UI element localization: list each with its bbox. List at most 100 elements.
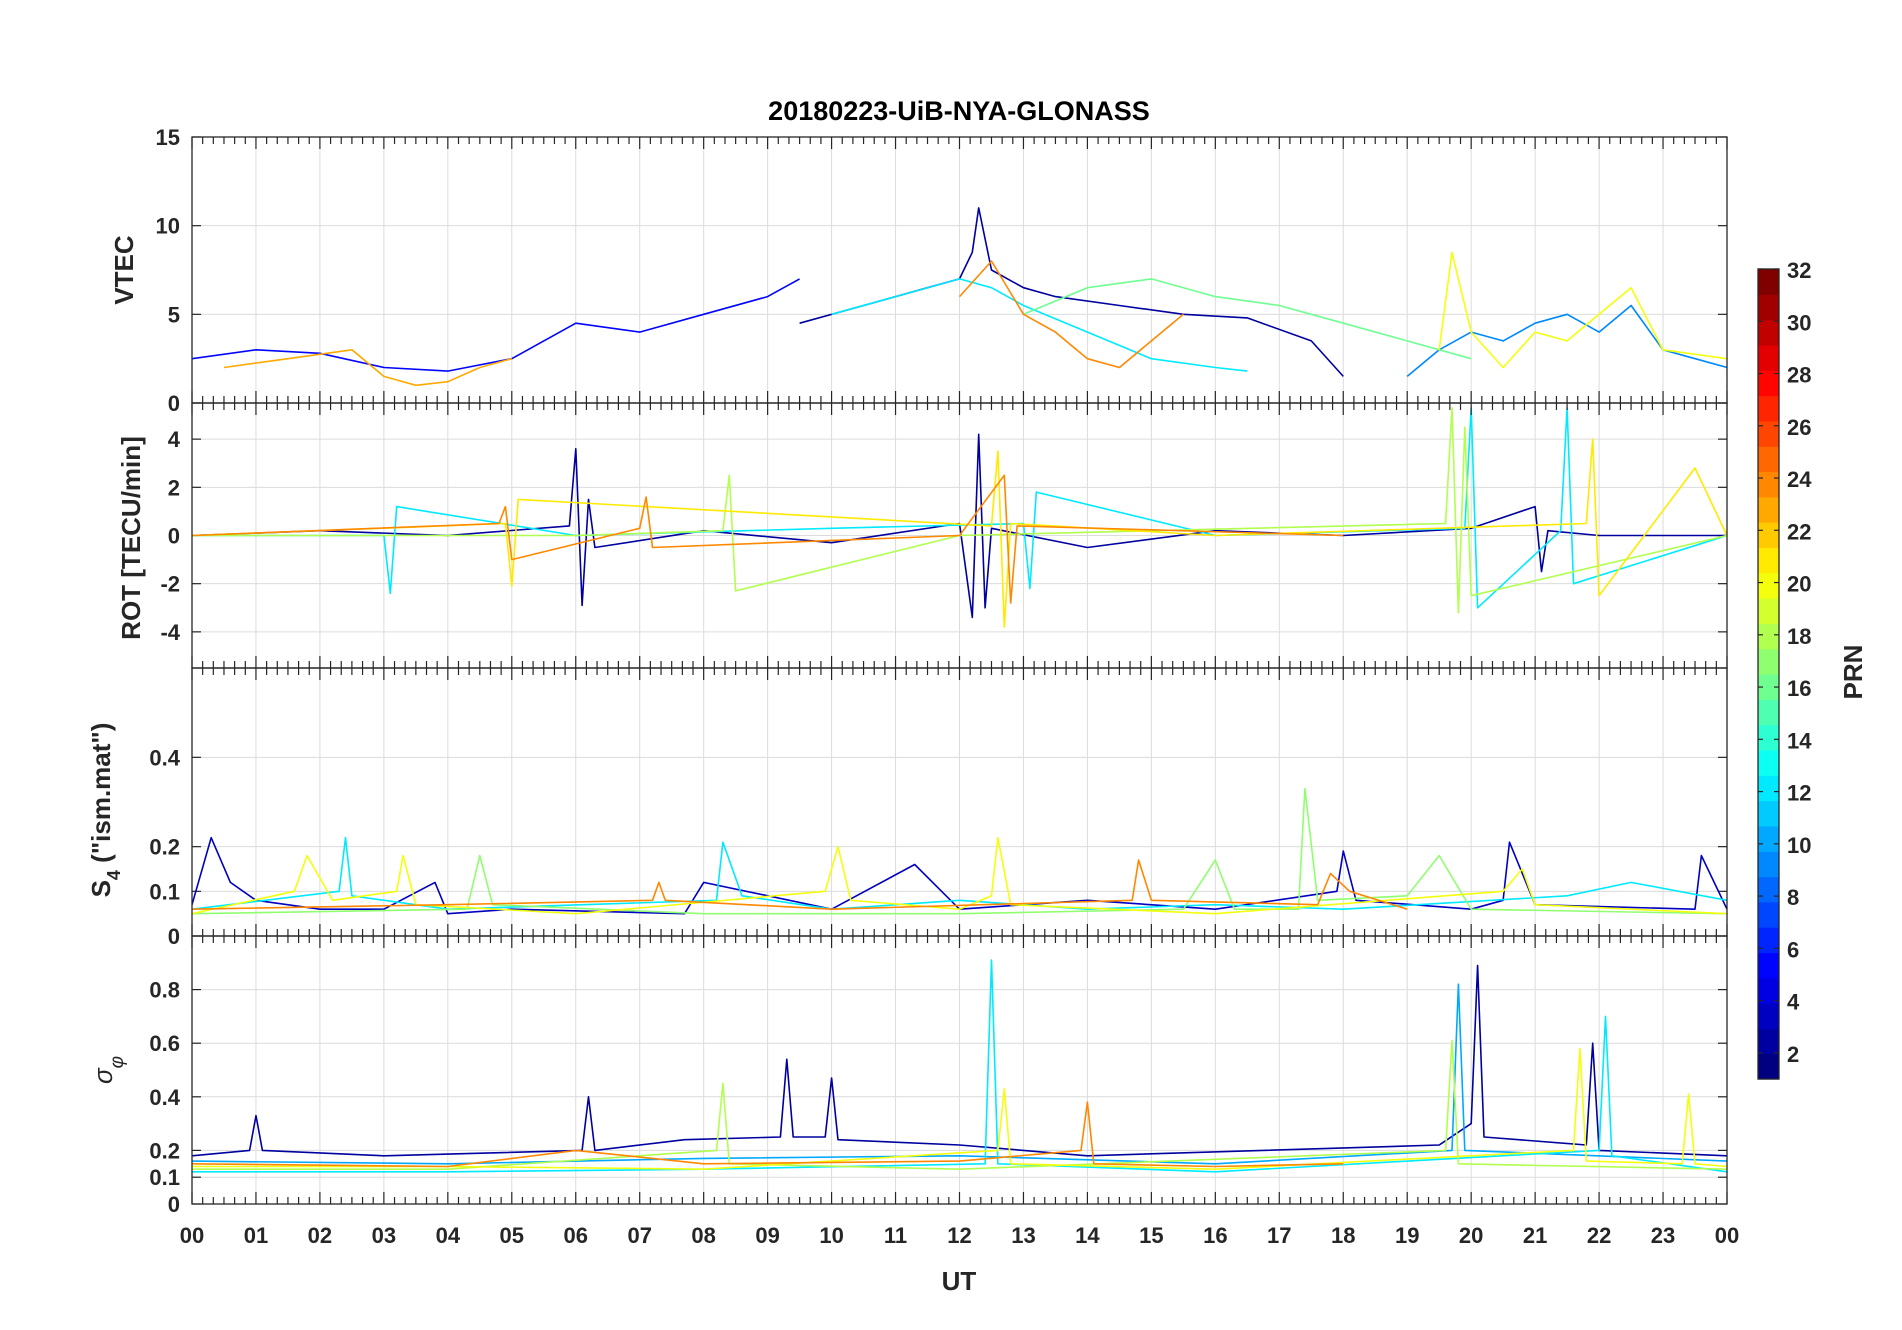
series-prn-5	[192, 278, 800, 372]
x-tick-label: 16	[1203, 1223, 1227, 1248]
colorbar-label: PRN	[1838, 645, 1868, 700]
rot-panel: -4 -2 0 2 4	[160, 402, 1728, 669]
y-tick-label: 2	[168, 475, 180, 500]
x-tick-label: 15	[1139, 1223, 1163, 1248]
chart-title: 20180223-UiB-NYA-GLONASS	[768, 96, 1150, 126]
colorbar-tick-label: 32	[1787, 258, 1811, 283]
colorbar-segment	[1758, 724, 1779, 751]
y-tick-label: 0.2	[149, 1138, 180, 1163]
colorbar-segment	[1758, 547, 1779, 574]
colorbar-segment	[1758, 446, 1779, 473]
traces	[192, 207, 1727, 387]
colorbar-tick-label: 28	[1787, 363, 1811, 388]
traces	[192, 787, 1727, 915]
y-tick-label: 0.1	[149, 1165, 180, 1190]
colorbar-segment	[1758, 269, 1779, 295]
y-tick-label: 0.4	[149, 745, 180, 770]
y-tick-label: 0	[168, 1192, 180, 1217]
x-tick-label: 03	[372, 1223, 396, 1248]
x-tick-label: 21	[1523, 1223, 1547, 1248]
x-tick-label: 17	[1267, 1223, 1291, 1248]
colorbar-segment	[1758, 1028, 1779, 1055]
colorbar-segment	[1758, 319, 1779, 346]
colorbar-segment	[1758, 522, 1779, 549]
series-prn-9	[1406, 304, 1727, 378]
plot-frame	[191, 935, 1728, 1205]
colorbar-tick-label: 10	[1787, 833, 1811, 858]
colorbar-segment	[1758, 1053, 1779, 1080]
y-tick-label: 10	[156, 214, 180, 239]
colorbar-tick-label: 4	[1787, 990, 1800, 1015]
y-tick-label: -2	[160, 572, 180, 597]
series-prn-10	[192, 983, 1727, 1165]
colorbar-segment	[1758, 648, 1779, 675]
colorbar-tick-label: 26	[1787, 415, 1811, 440]
series-prn-20	[192, 1047, 1727, 1170]
colorbar-segment	[1758, 749, 1779, 776]
s4-ylabel: S4 ("ism.mat")	[86, 723, 124, 898]
y-tick-label: 0.1	[149, 879, 180, 904]
x-tick-label: 12	[947, 1223, 971, 1248]
colorbar-tick-label: 12	[1787, 781, 1811, 806]
vtec-panel: 0 5 10 15	[156, 125, 1728, 416]
colorbar-segment	[1758, 572, 1779, 599]
colorbar-tick-label: 6	[1787, 937, 1799, 962]
colorbar-segment	[1758, 370, 1779, 397]
colorbar-frame	[1757, 268, 1780, 1080]
x-axis-tick-labels: 00 01 02 03 04 05 06 07 08 09 10 11 12 13 14 15 16 17 18 19…	[180, 1223, 1739, 1248]
x-tick-label: 11	[884, 1223, 907, 1248]
series-prn-12	[192, 836, 1727, 911]
series-prn-2	[192, 433, 1727, 619]
series-prn-20	[192, 836, 1727, 915]
colorbar-segment	[1758, 901, 1779, 928]
sigma-phi-panel: 00.10.2 0.4 0.6 0.8	[149, 935, 1728, 1217]
colorbar-segment	[1758, 420, 1779, 447]
series-prn-20	[1438, 251, 1727, 369]
colorbar-segment	[1758, 496, 1779, 523]
series-prn-18	[192, 1039, 1727, 1170]
series-prn-2	[799, 207, 1344, 377]
colorbar-tick-label: 16	[1787, 676, 1811, 701]
colorbar-segment	[1758, 344, 1779, 371]
colorbar-tick-label: 14	[1787, 728, 1812, 753]
x-tick-label: 09	[755, 1223, 779, 1248]
colorbar-tick-label: 18	[1787, 624, 1811, 649]
x-tick-label: 18	[1331, 1223, 1355, 1248]
colorbar-tick-label: 24	[1787, 467, 1812, 492]
x-tick-label: 06	[564, 1223, 588, 1248]
x-tick-label: 13	[1011, 1223, 1035, 1248]
series-prn-24	[958, 260, 1184, 369]
s4-panel: 0 0.1 0.2 0.4	[149, 667, 1728, 949]
colorbar-segment	[1758, 952, 1779, 979]
y-tick-label: 5	[168, 302, 180, 327]
series-prn-2	[192, 964, 1727, 1157]
series-prn-12	[831, 278, 1248, 372]
colorbar-segment	[1758, 825, 1779, 852]
series-prn-24	[192, 1101, 1344, 1168]
colorbar-segment	[1758, 876, 1779, 903]
x-tick-label: 00	[180, 1223, 204, 1248]
colorbar-segment	[1758, 851, 1779, 878]
colorbar-segment	[1758, 294, 1779, 321]
sigma-phi-ylabel: σφ	[88, 1056, 128, 1084]
series-prn-24	[192, 859, 1408, 911]
x-tick-label: 02	[308, 1223, 332, 1248]
x-tick-label: 23	[1651, 1223, 1675, 1248]
colorbar-segment	[1758, 775, 1779, 802]
colorbar-segment	[1758, 674, 1779, 700]
traces	[192, 406, 1727, 628]
y-tick-label: -4	[160, 620, 180, 645]
y-tick-label: 0	[168, 391, 180, 416]
colorbar-segment	[1758, 395, 1779, 422]
series-prn-3	[192, 836, 1727, 915]
colorbar-segment	[1758, 927, 1779, 954]
y-tick-label: 0	[168, 924, 180, 949]
x-tick-label: 19	[1395, 1223, 1419, 1248]
y-tick-label: 0.2	[149, 835, 180, 860]
colorbar-tick-label: 30	[1787, 310, 1811, 335]
series-prn-24	[192, 474, 1344, 604]
colorbar-tick-label: 8	[1787, 885, 1799, 910]
x-tick-label: 10	[819, 1223, 843, 1248]
